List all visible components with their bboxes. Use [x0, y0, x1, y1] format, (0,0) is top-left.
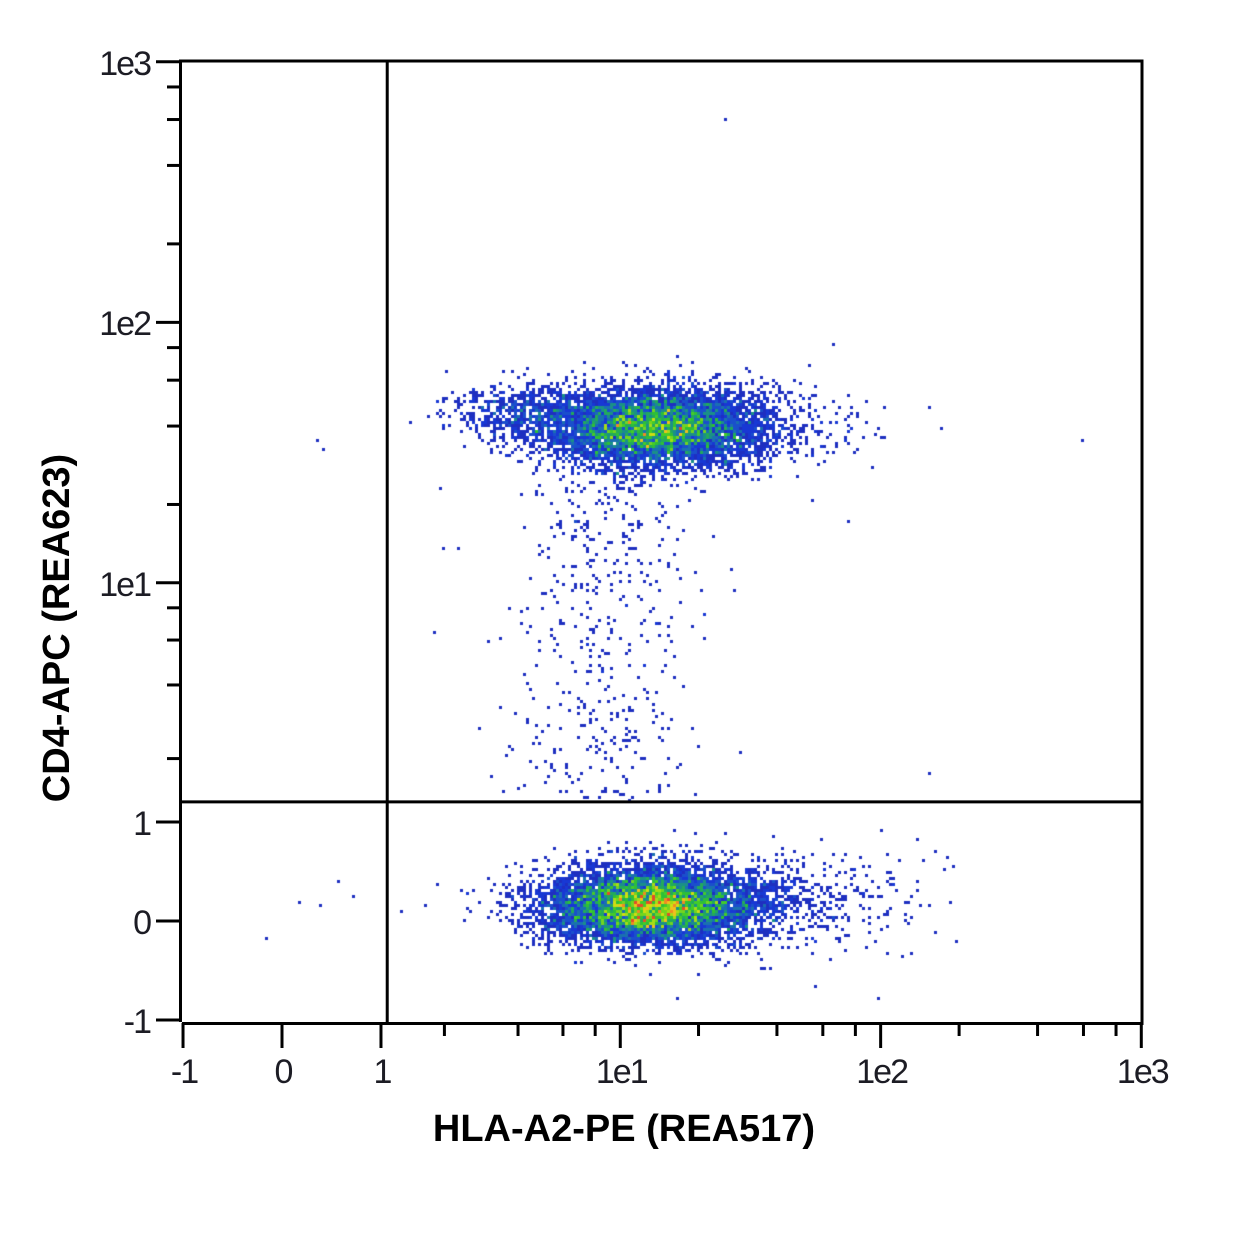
y-tick-label: 1 — [133, 805, 152, 844]
x-tick-label: 0 — [274, 1053, 294, 1091]
y-tick-label: 1e3 — [99, 44, 152, 83]
y-axis-ticks — [156, 60, 181, 1022]
y-tick-label: -1 — [123, 1002, 152, 1041]
x-axis-ticks — [181, 1023, 1143, 1048]
density-scatter-points — [181, 61, 1142, 1023]
x-tick-label: 1e1 — [595, 1053, 649, 1091]
y-tick-label: 1e1 — [99, 565, 152, 604]
x-tick-label: -1 — [170, 1053, 199, 1091]
y-tick-label: 1e2 — [99, 305, 152, 344]
x-tick-label: 1e2 — [856, 1053, 909, 1091]
x-tick-label: 1e3 — [1116, 1053, 1170, 1091]
x-axis-title: HLA-A2-PE (REA517) — [432, 1108, 816, 1150]
y-axis-title: CD4-APC (REA623) — [36, 453, 78, 803]
y-tick-label: 0 — [133, 904, 152, 942]
x-tick-label: 1 — [373, 1053, 393, 1091]
